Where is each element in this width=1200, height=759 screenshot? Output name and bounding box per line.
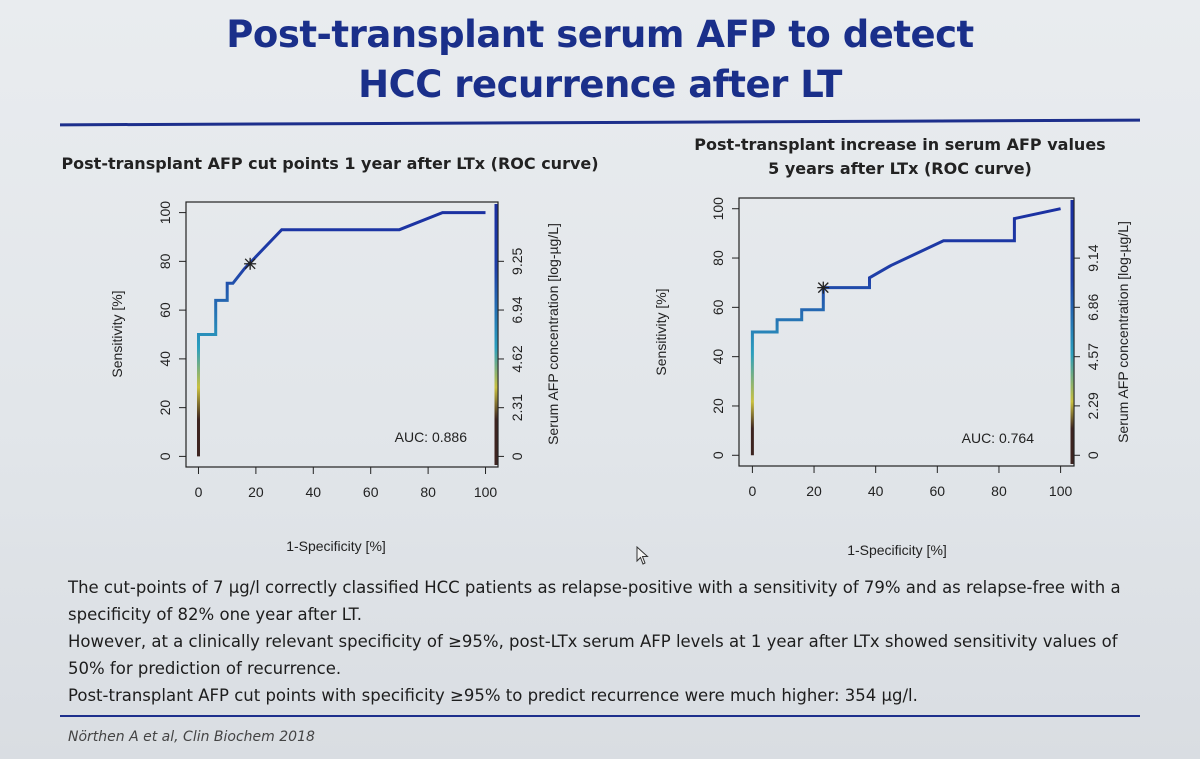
right-axis: 0 2.31 4.62 6.94 9.25 bbox=[498, 247, 525, 460]
y-tick-label: 80 bbox=[157, 253, 173, 269]
x-tick-label: 20 bbox=[806, 483, 822, 499]
slide-body-text: The cut-points of 7 µg/l correctly class… bbox=[68, 574, 1148, 709]
curve-layer bbox=[197, 204, 498, 465]
y-tick-label: 80 bbox=[710, 250, 726, 266]
auc-label: AUC: 0.764 bbox=[962, 430, 1035, 446]
x-axis-title: 1-Specificity [%] bbox=[286, 538, 386, 554]
y-axis-title: Sensitivity [%] bbox=[653, 288, 669, 375]
y-tick-label: 40 bbox=[157, 351, 173, 367]
x-tick-label: 60 bbox=[363, 484, 379, 500]
x-tick-label: 40 bbox=[306, 484, 322, 500]
y-tick-label: 40 bbox=[710, 349, 726, 365]
right-chart-heading-line-2: 5 years after LTx (ROC curve) bbox=[768, 159, 1032, 178]
right-tick-label: 6.86 bbox=[1085, 293, 1101, 320]
curve-layer bbox=[750, 200, 1074, 464]
x-tick-label: 40 bbox=[868, 483, 884, 499]
right-roc-chart: 0 20 40 60 80 100 0 20 40 60 80 100 0 2.29 4.57 6.86 9… bbox=[653, 197, 1131, 558]
right-chart-heading: Post-transplant increase in serum AFP va… bbox=[620, 133, 1180, 181]
y-tick-label: 0 bbox=[710, 451, 726, 459]
x-tick-label: 100 bbox=[1049, 483, 1073, 499]
y-tick-label: 20 bbox=[157, 400, 173, 416]
y-tick-label: 100 bbox=[157, 201, 173, 225]
x-tick-label: 0 bbox=[195, 484, 203, 500]
slide-title-line-2: HCC recurrence after LT bbox=[358, 63, 842, 106]
x-tick-label: 0 bbox=[749, 483, 757, 499]
slide-title: Post-transplant serum AFP to detect HCC … bbox=[0, 10, 1200, 110]
x-tick-label: 80 bbox=[420, 484, 436, 500]
right-chart-heading-line-1: Post-transplant increase in serum AFP va… bbox=[694, 135, 1106, 154]
right-axis-title: Serum AFP concentration [log-µg/L] bbox=[1115, 221, 1131, 443]
plot-frame bbox=[738, 197, 1075, 467]
y-tick-label: 0 bbox=[157, 452, 173, 460]
right-tick-label: 0 bbox=[509, 452, 525, 460]
title-divider bbox=[59, 118, 1141, 127]
cut-point-marker bbox=[817, 281, 830, 294]
right-tick-label: 4.57 bbox=[1085, 343, 1101, 370]
roc-curve-line bbox=[750, 207, 1061, 456]
x-axis: 0 20 40 60 80 100 bbox=[749, 466, 1073, 499]
x-tick-label: 80 bbox=[991, 483, 1007, 499]
roc-curve-line bbox=[197, 211, 486, 457]
right-tick-label: 4.62 bbox=[509, 345, 525, 372]
slide-title-line-1: Post-transplant serum AFP to detect bbox=[226, 13, 974, 56]
cut-point-marker bbox=[244, 257, 257, 270]
x-tick-label: 20 bbox=[248, 484, 264, 500]
auc-label: AUC: 0.886 bbox=[395, 429, 468, 445]
right-tick-label: 9.25 bbox=[509, 247, 525, 274]
plot-frame bbox=[185, 201, 499, 468]
bottom-divider bbox=[60, 715, 1140, 717]
citation: Nörthen A et al, Clin Biochem 2018 bbox=[68, 729, 315, 745]
right-axis: 0 2.29 4.57 6.86 9.14 bbox=[1074, 244, 1101, 459]
right-tick-label: 9.14 bbox=[1085, 244, 1101, 271]
right-tick-label: 2.31 bbox=[509, 394, 525, 421]
right-axis-title: Serum AFP concentration [log-µg/L] bbox=[545, 223, 561, 445]
right-tick-label: 6.94 bbox=[509, 296, 525, 323]
x-tick-label: 100 bbox=[474, 484, 498, 500]
y-tick-label: 60 bbox=[157, 302, 173, 318]
y-axis: 0 20 40 60 80 100 bbox=[157, 201, 186, 460]
y-tick-label: 20 bbox=[710, 398, 726, 414]
body-paragraph-1: The cut-points of 7 µg/l correctly class… bbox=[68, 578, 1121, 624]
y-axis: 0 20 40 60 80 100 bbox=[710, 197, 739, 459]
y-tick-label: 100 bbox=[710, 197, 726, 221]
y-axis-title: Sensitivity [%] bbox=[109, 290, 125, 377]
x-axis-title: 1-Specificity [%] bbox=[847, 542, 947, 558]
x-tick-label: 60 bbox=[930, 483, 946, 499]
right-tick-label: 2.29 bbox=[1085, 392, 1101, 419]
left-roc-chart: 0 20 40 60 80 100 0 20 40 60 80 100 0 2.31 4.62 6.94 9… bbox=[109, 201, 561, 554]
x-axis: 0 20 40 60 80 100 bbox=[195, 467, 498, 500]
y-tick-label: 60 bbox=[710, 299, 726, 315]
body-paragraph-3: Post-transplant AFP cut points with spec… bbox=[68, 686, 918, 705]
right-tick-label: 0 bbox=[1085, 451, 1101, 459]
mouse-pointer-icon bbox=[636, 545, 650, 571]
body-paragraph-2: However, at a clinically relevant specif… bbox=[68, 632, 1118, 678]
left-chart-heading: Post-transplant AFP cut points 1 year af… bbox=[61, 154, 599, 173]
